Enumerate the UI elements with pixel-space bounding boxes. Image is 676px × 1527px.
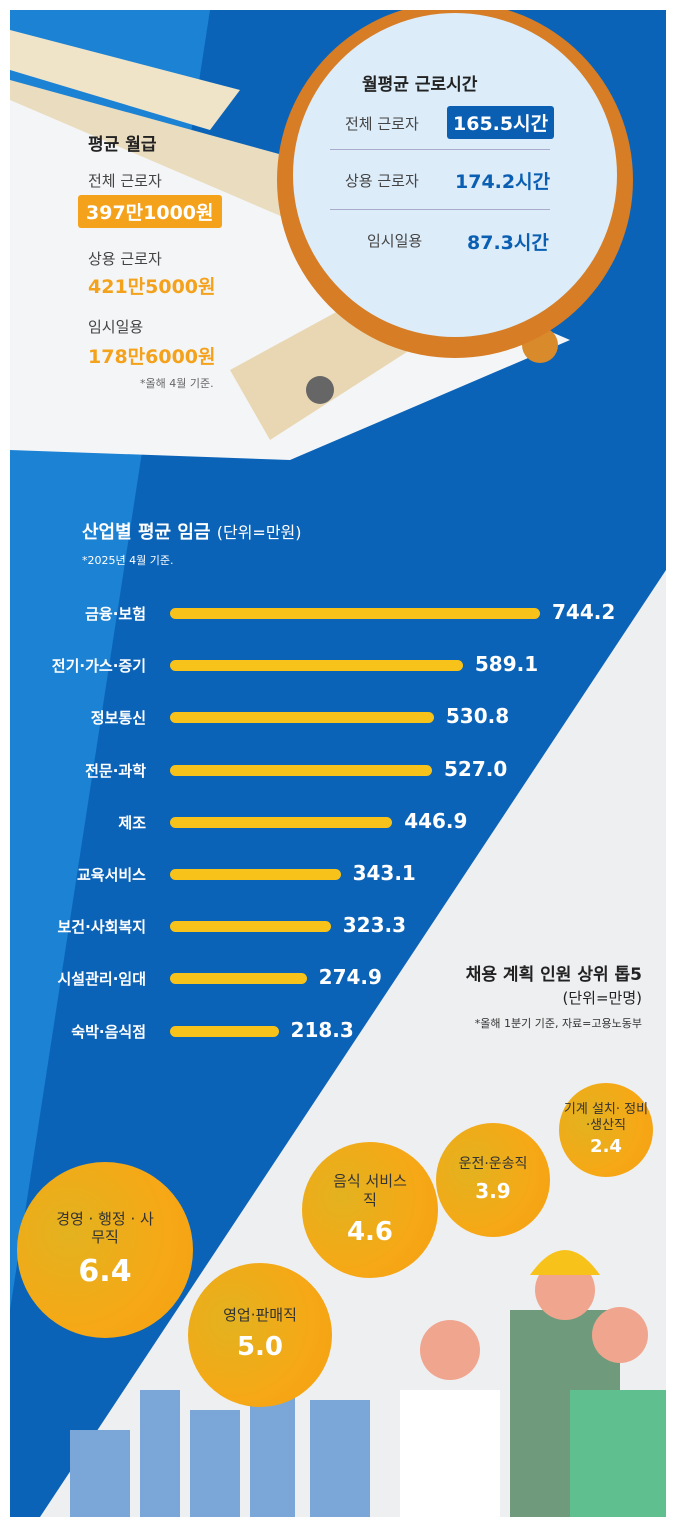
hours-label: 전체 근로자	[345, 115, 419, 133]
salary-label: 임시일용	[88, 318, 144, 336]
divider	[330, 149, 550, 150]
salary-label: 전체 근로자	[88, 172, 162, 190]
stopwatch-illustration	[277, 10, 633, 363]
chart-title-text: 산업별 평균 임금	[82, 522, 211, 543]
background-shapes	[10, 10, 666, 1517]
bar	[170, 712, 434, 724]
salary-title: 평균 월급	[88, 135, 157, 155]
salary-note: *올해 4월 기준.	[140, 377, 214, 390]
salary-value-highlight: 397만1000원	[78, 195, 222, 228]
bubble-value: 6.4	[78, 1254, 132, 1289]
gray-diagonal-area	[40, 570, 666, 1517]
seal-icon	[306, 376, 334, 404]
bar	[170, 921, 331, 933]
hiring-unit: (단위=만명)	[562, 989, 642, 1007]
hours-label: 임시일용	[367, 232, 423, 250]
bubble-label: 운전·운송직	[458, 1155, 528, 1172]
bubble-value: 4.6	[346, 1216, 394, 1247]
hiring-bubble: 음식 서비스직 4.6	[302, 1142, 438, 1278]
bar-value-label: 274.9	[318, 965, 382, 990]
bubble-value: 5.0	[236, 1332, 284, 1363]
bar	[170, 608, 540, 619]
bar	[170, 869, 341, 880]
bubble-value: 2.4	[590, 1136, 622, 1157]
hiring-bubble: 기계 설치· 정비·생산직 2.4	[559, 1083, 653, 1177]
bar-category-label: 보건·사회복지	[57, 918, 147, 937]
bar	[170, 764, 432, 776]
bar-value-label: 218.3	[290, 1017, 354, 1042]
bubble-label: 기계 설치· 정비·생산직	[563, 1101, 649, 1133]
bar-category-label: 정보통신	[90, 709, 146, 728]
divider	[330, 209, 550, 210]
bar	[170, 973, 307, 985]
bar-category-label: 전기·가스·증기	[51, 657, 146, 676]
bubble-value: 3.9	[475, 1179, 511, 1204]
workers-illustration	[400, 1250, 666, 1517]
hours-value: 174.2시간	[455, 171, 551, 193]
bubble-label: 영업·판매직	[223, 1306, 297, 1325]
bar	[170, 816, 393, 828]
hiring-note: *올해 1분기 기준, 자료=고용노동부	[474, 1017, 642, 1030]
bar	[170, 1025, 279, 1037]
bar-value-label: 323.3	[342, 913, 406, 938]
hiring-bubble: 경영 · 행정 · 사무직 6.4	[17, 1162, 193, 1338]
bubble-label: 경영 · 행정 · 사무직	[56, 1209, 154, 1247]
bar-category-label: 시설관리·임대	[57, 970, 147, 989]
hours-label: 상용 근로자	[345, 172, 419, 190]
bar	[170, 660, 463, 672]
hiring-bubble: 운전·운송직 3.9	[436, 1123, 550, 1237]
chart-unit: (단위=만원)	[216, 523, 302, 542]
bar-value-label: 589.1	[474, 652, 539, 677]
salary-label: 상용 근로자	[88, 250, 162, 268]
chart-note: *2025년 4월 기준.	[82, 554, 174, 567]
hours-value-highlight: 165.5시간	[447, 106, 555, 139]
salary-value: 178만6000원	[88, 346, 216, 368]
hiring-bubble: 영업·판매직 5.0	[188, 1263, 332, 1407]
bar-value-label: 530.8	[445, 704, 510, 729]
bar-value-label: 446.9	[404, 808, 468, 833]
bar-category-label: 숙박·음식점	[71, 1022, 146, 1041]
bubble-label: 음식 서비스직	[333, 1172, 407, 1209]
chart-title: 산업별 평균 임금 (단위=만원)	[82, 518, 302, 544]
bar-value-label: 744.2	[552, 600, 616, 624]
bar-value-label: 527.0	[444, 756, 508, 781]
hours-value: 87.3시간	[467, 232, 549, 254]
salary-value: 421만5000원	[88, 276, 216, 298]
hiring-title: 채용 계획 인원 상위 톱5	[465, 965, 642, 985]
bar-category-label: 제조	[118, 813, 146, 832]
infographic-panel: 평균 월급 전체 근로자 397만1000원 상용 근로자 421만5000원 …	[10, 10, 666, 1517]
hours-title: 월평균 근로시간	[362, 75, 478, 95]
bar-value-label: 343.1	[352, 861, 416, 885]
bar-category-label: 교육서비스	[76, 866, 146, 884]
bar-category-label: 금융·보험	[85, 605, 146, 623]
bar-category-label: 전문·과학	[85, 761, 146, 780]
